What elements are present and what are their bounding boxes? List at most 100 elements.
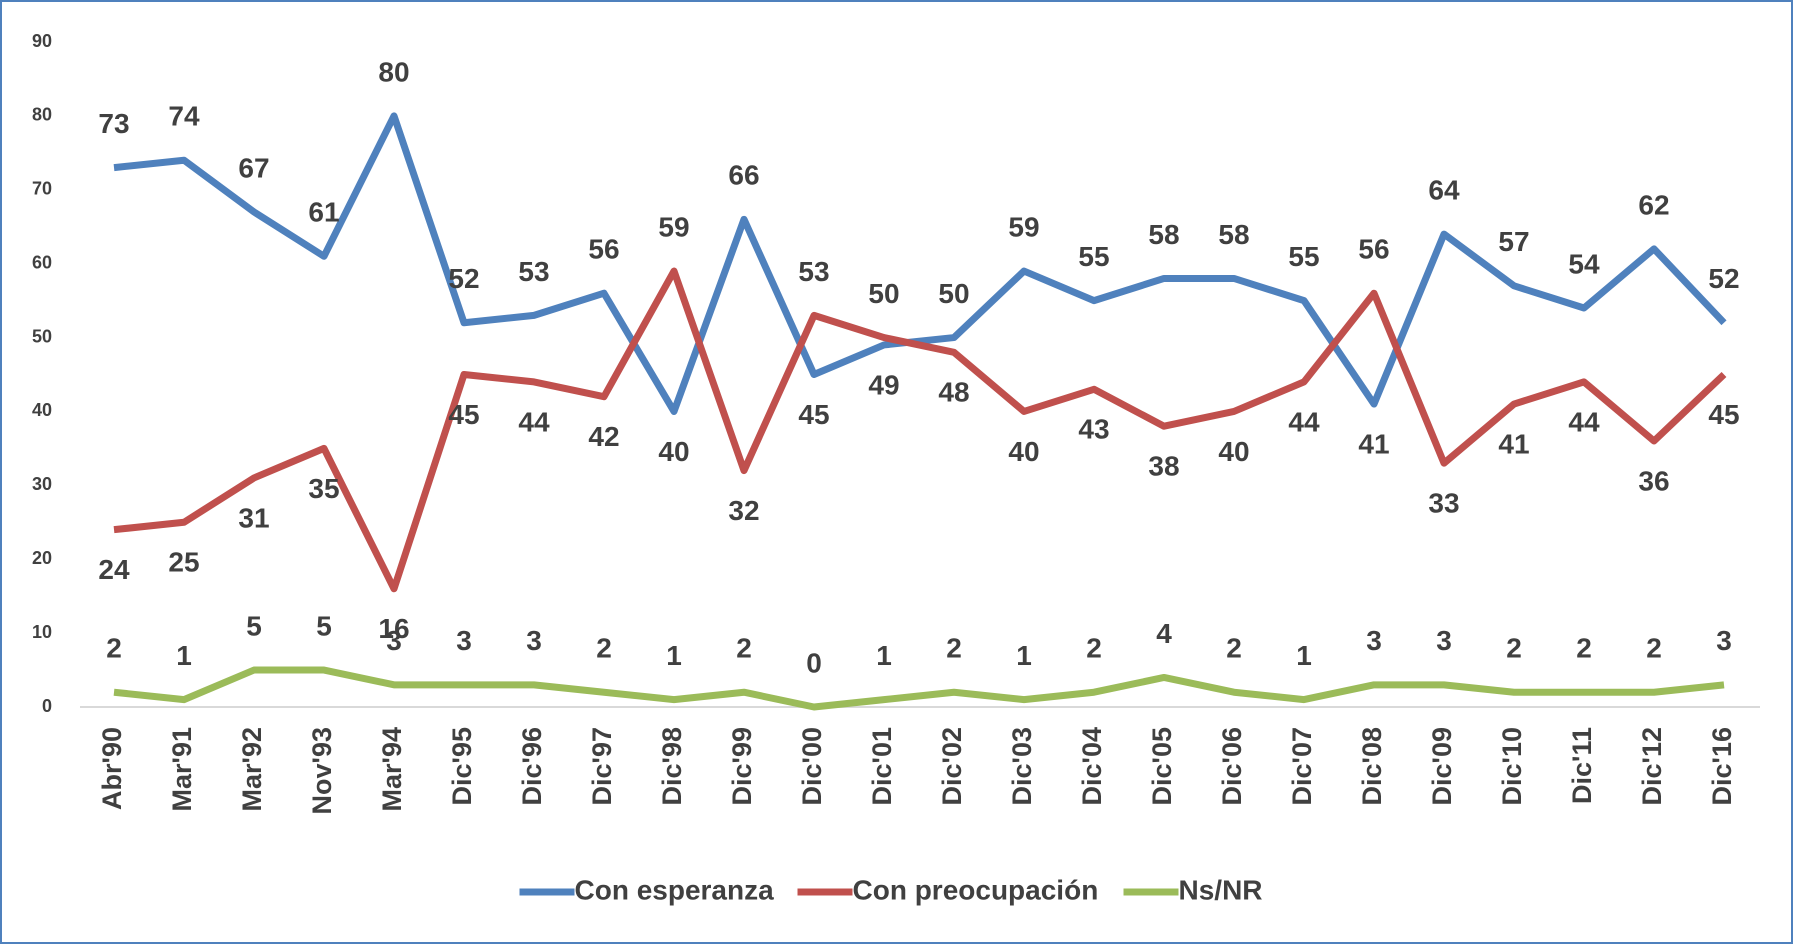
data-label: 61	[308, 197, 339, 228]
y-tick-label: 50	[32, 326, 52, 346]
data-label: 3	[456, 625, 472, 656]
x-tick-label: Dic'12	[1637, 727, 1667, 805]
x-tick-label: Abr'90	[97, 727, 127, 810]
y-tick-label: 30	[32, 474, 52, 494]
data-label: 48	[938, 377, 969, 408]
data-label: 58	[1148, 219, 1179, 250]
data-label: 36	[1638, 465, 1669, 496]
data-label: 3	[386, 625, 402, 656]
data-label: 1	[1016, 640, 1032, 671]
data-label: 0	[806, 647, 822, 678]
data-label: 50	[868, 278, 899, 309]
data-label: 2	[736, 633, 752, 664]
chart: 0102030405060708090Abr'90Mar'91Mar'92Nov…	[0, 0, 1793, 944]
x-tick-label: Dic'00	[797, 727, 827, 805]
y-tick-label: 70	[32, 179, 52, 199]
data-label: 55	[1288, 241, 1319, 272]
data-label: 40	[1218, 436, 1249, 467]
data-label: 52	[1708, 263, 1739, 294]
data-label: 44	[518, 406, 550, 437]
x-tick-label: Mar'92	[237, 727, 267, 811]
x-tick-label: Mar'91	[167, 727, 197, 811]
data-label: 35	[308, 473, 339, 504]
data-label: 40	[658, 436, 689, 467]
data-label: 38	[1148, 451, 1179, 482]
data-label: 58	[1218, 219, 1249, 250]
data-label: 2	[946, 633, 962, 664]
data-label: 44	[1568, 406, 1600, 437]
x-tick-label: Dic'04	[1077, 727, 1107, 805]
data-label: 80	[378, 56, 409, 87]
data-label: 42	[588, 421, 619, 452]
y-tick-label: 0	[42, 696, 52, 716]
data-label: 33	[1428, 488, 1459, 519]
x-tick-label: Dic'99	[727, 727, 757, 805]
y-tick-label: 40	[32, 400, 52, 420]
data-label: 31	[238, 502, 269, 533]
data-label: 1	[1296, 640, 1312, 671]
data-label: 45	[798, 399, 829, 430]
x-tick-label: Dic'05	[1147, 727, 1177, 805]
data-label: 40	[1008, 436, 1039, 467]
data-label: 53	[518, 256, 549, 287]
data-label: 3	[1436, 625, 1452, 656]
data-label: 32	[728, 495, 759, 526]
x-tick-label: Dic'98	[657, 727, 687, 805]
data-label: 52	[448, 263, 479, 294]
data-label: 24	[98, 554, 130, 585]
data-label: 25	[168, 547, 199, 578]
data-label: 41	[1358, 428, 1389, 459]
data-label: 53	[798, 256, 829, 287]
x-tick-label: Dic'97	[587, 727, 617, 805]
data-label: 64	[1428, 175, 1460, 206]
data-label: 1	[876, 640, 892, 671]
data-label: 2	[106, 633, 122, 664]
data-label: 56	[1358, 234, 1389, 265]
y-tick-label: 20	[32, 548, 52, 568]
data-label: 57	[1498, 226, 1529, 257]
data-label: 2	[1506, 633, 1522, 664]
x-tick-label: Dic'06	[1217, 727, 1247, 805]
y-tick-label: 80	[32, 105, 52, 125]
y-tick-label: 10	[32, 622, 52, 642]
data-label: 44	[1288, 406, 1320, 437]
data-label: 55	[1078, 241, 1109, 272]
data-label: 66	[728, 160, 759, 191]
legend-label: Ns/NR	[1179, 874, 1263, 905]
x-tick-label: Dic'03	[1007, 727, 1037, 805]
data-label: 56	[588, 234, 619, 265]
data-label: 54	[1568, 248, 1600, 279]
legend-label: Con preocupación	[853, 874, 1099, 905]
x-tick-label: Dic'10	[1497, 727, 1527, 805]
data-label: 73	[98, 108, 129, 139]
data-label: 67	[238, 152, 269, 183]
data-label: 45	[448, 399, 479, 430]
x-tick-label: Dic'09	[1427, 727, 1457, 805]
y-tick-label: 90	[32, 31, 52, 51]
data-label: 59	[658, 211, 689, 242]
data-label: 2	[1576, 633, 1592, 664]
x-tick-label: Nov'93	[307, 727, 337, 814]
data-label: 74	[168, 101, 200, 132]
data-label: 49	[868, 369, 899, 400]
data-label: 45	[1708, 399, 1739, 430]
data-label: 50	[938, 278, 969, 309]
x-tick-label: Dic'95	[447, 727, 477, 805]
data-label: 2	[1646, 633, 1662, 664]
data-label: 3	[526, 625, 542, 656]
data-label: 3	[1716, 625, 1732, 656]
x-tick-label: Mar'94	[377, 727, 407, 811]
data-label: 5	[246, 610, 262, 641]
data-label: 1	[666, 640, 682, 671]
x-tick-label: Dic'07	[1287, 727, 1317, 805]
x-tick-label: Dic'02	[937, 727, 967, 805]
x-tick-label: Dic'01	[867, 727, 897, 805]
data-label: 2	[1086, 633, 1102, 664]
data-label: 5	[316, 610, 332, 641]
x-tick-label: Dic'11	[1567, 727, 1597, 804]
data-label: 4	[1156, 618, 1172, 649]
data-label: 2	[1226, 633, 1242, 664]
data-label: 43	[1078, 414, 1109, 445]
legend-label: Con esperanza	[575, 874, 775, 905]
x-tick-label: Dic'08	[1357, 727, 1387, 805]
